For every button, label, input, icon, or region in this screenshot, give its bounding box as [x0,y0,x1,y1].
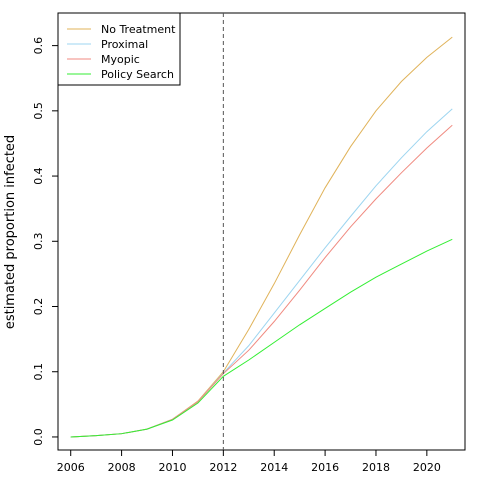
legend-label-no-treatment: No Treatment [101,23,176,36]
x-tick-label-2014: 2014 [260,461,288,474]
plot-box [57,12,466,451]
legend-label-proximal: Proximal [101,38,148,51]
series-line-myopic [70,124,453,438]
x-tick-label-2006: 2006 [57,461,85,474]
legend: No Treatment Proximal Myopic Policy Search [57,12,181,86]
x-tick-label-2018: 2018 [362,461,390,474]
x-tick-label-2008: 2008 [108,461,136,474]
y-tick-label-0.6: 0.6 [32,37,45,55]
series-layer [70,36,453,438]
y-tick-label-0.2: 0.2 [32,298,45,316]
series-line-policy-search [70,238,453,438]
x-tick-label-2010: 2010 [158,461,186,474]
y-tick-label-0.3: 0.3 [32,233,45,251]
y-tick-label-0.1: 0.1 [32,363,45,381]
y-tick-label-0.4: 0.4 [32,167,45,185]
x-tick-label-2012: 2012 [209,461,237,474]
y-axis: 0.0 0.1 0.2 0.3 0.4 0.5 0.6 [32,37,58,446]
y-tick-label-0.0: 0.0 [32,428,45,446]
y-axis-title: estimated proportion infected [3,135,18,329]
x-tick-label-2020: 2020 [413,461,441,474]
legend-label-policy-search: Policy Search [101,68,174,81]
legend-label-myopic: Myopic [101,53,140,66]
series-line-proximal [70,108,453,438]
y-tick-label-0.5: 0.5 [32,102,45,120]
series-line-no-treatment [70,36,453,438]
x-tick-label-2016: 2016 [311,461,339,474]
x-axis: 2006 2008 2010 2012 2014 2016 2018 2020 [57,450,441,474]
legend-box [57,12,181,86]
